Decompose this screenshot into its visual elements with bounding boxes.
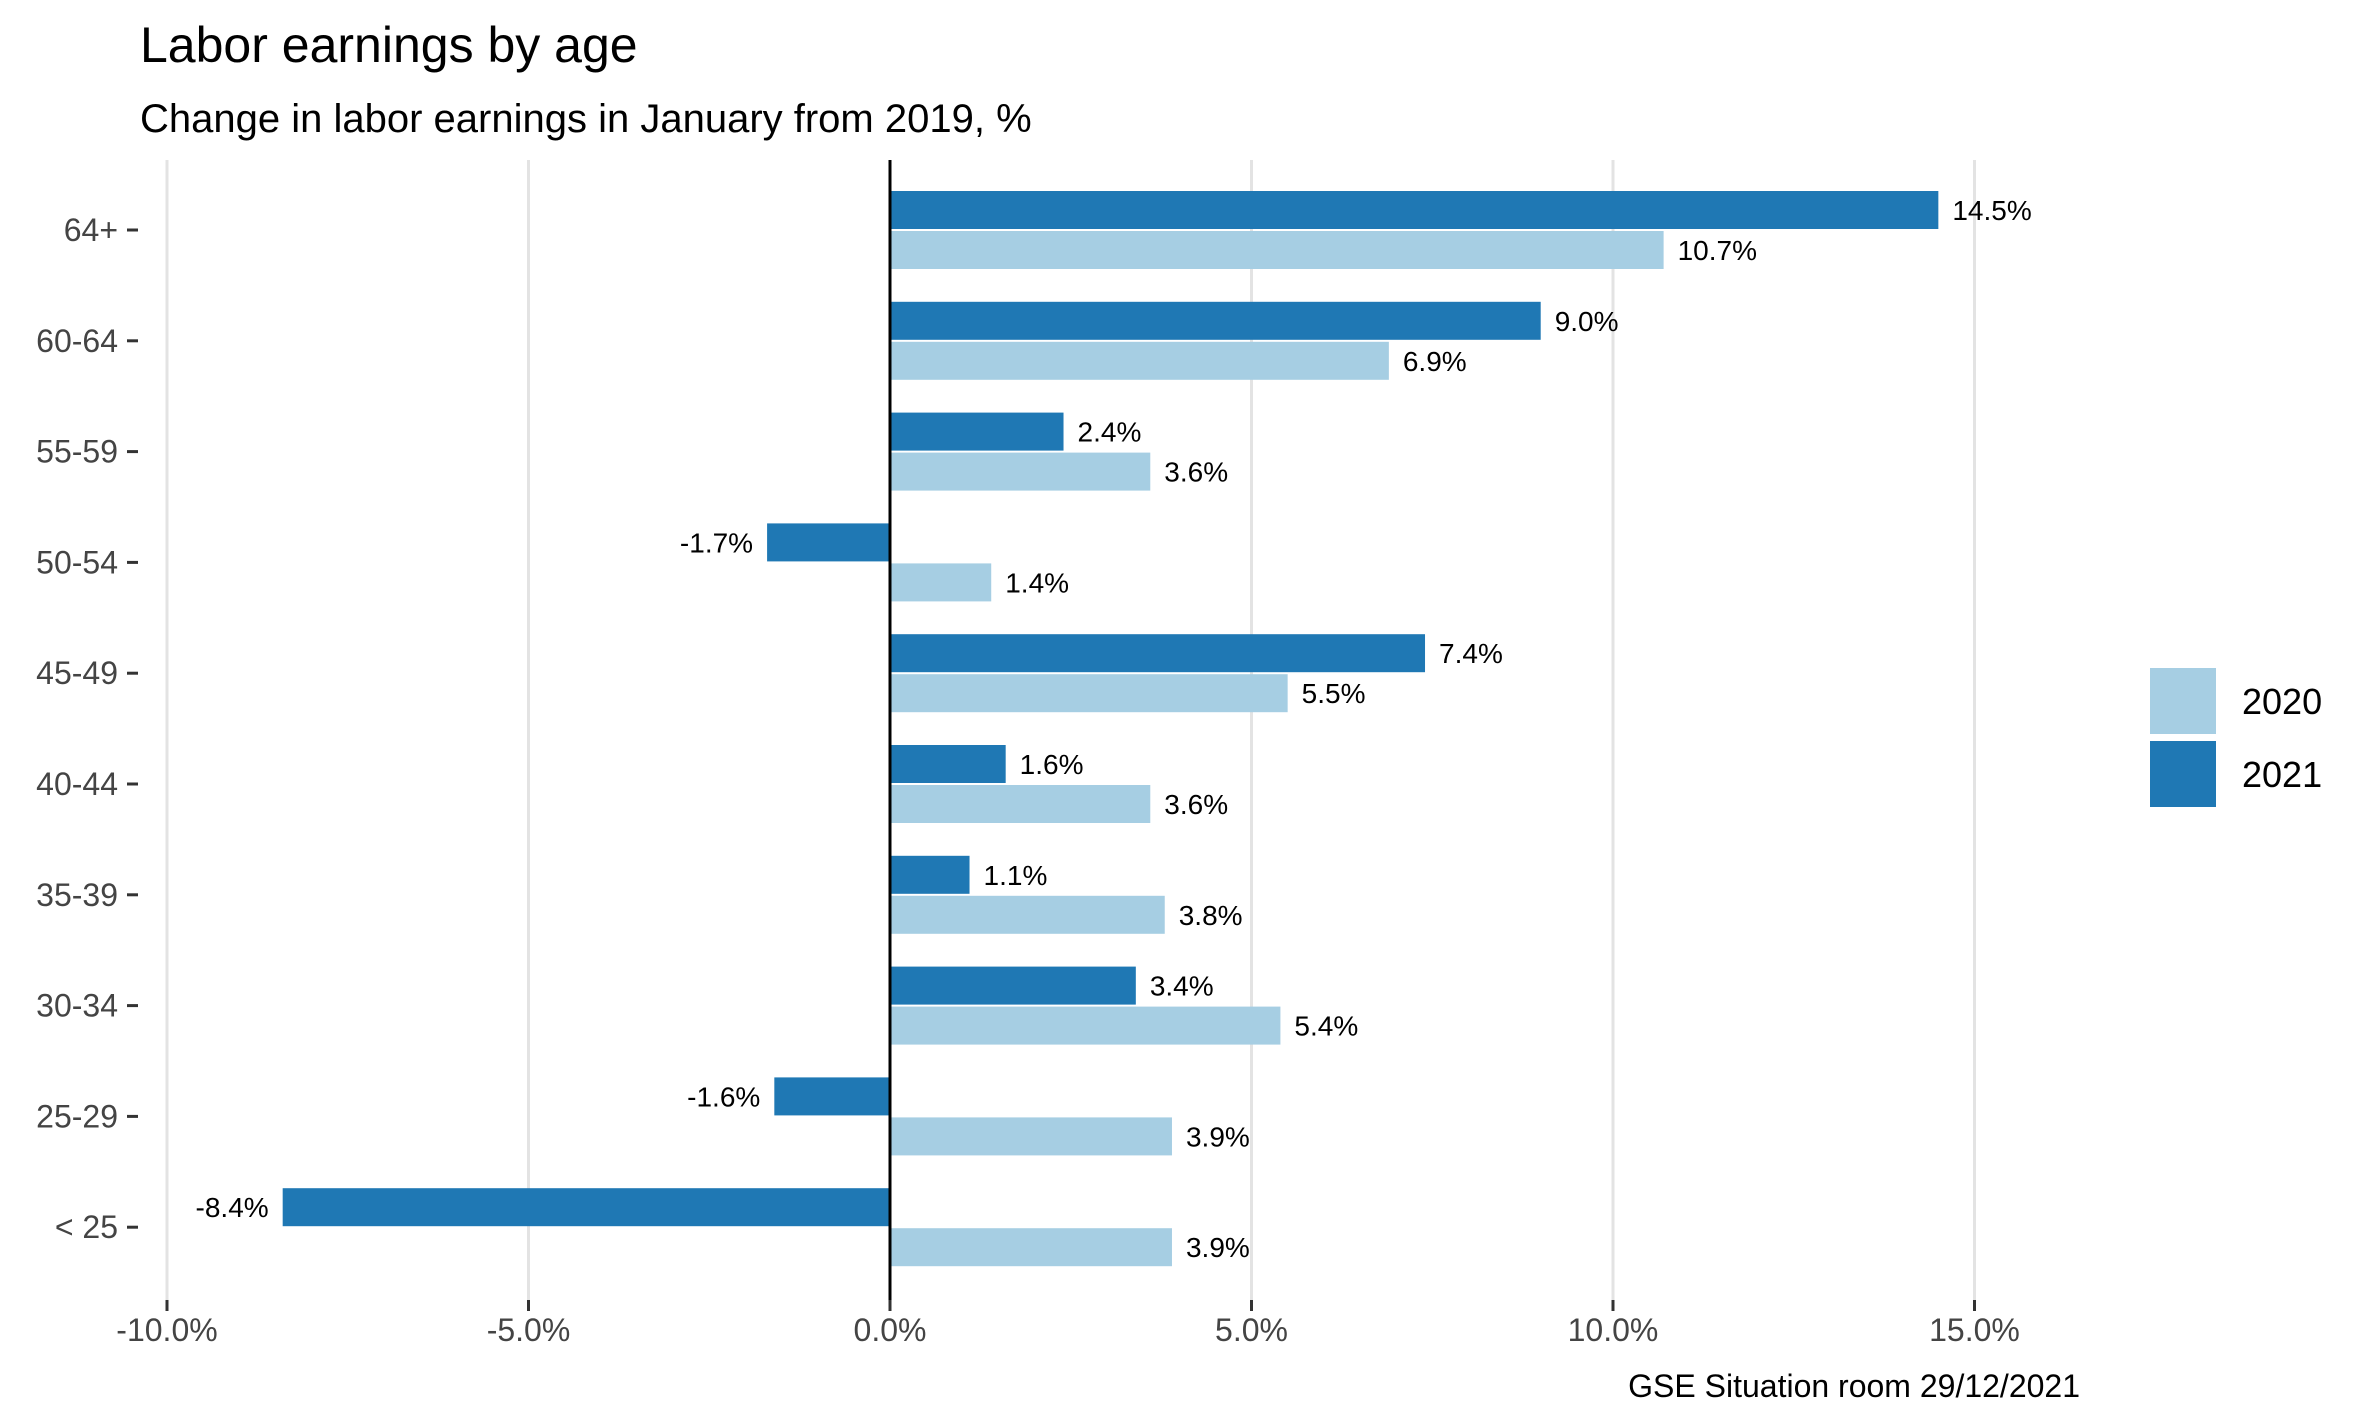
bar-2021-8 bbox=[774, 1077, 890, 1116]
bars bbox=[282, 191, 1939, 1267]
y-tick-label-7: 30-34 bbox=[36, 988, 118, 1024]
bar-2021-9 bbox=[282, 1188, 890, 1227]
bar-2020-7 bbox=[890, 1006, 1281, 1045]
bar-2020-8 bbox=[890, 1117, 1172, 1156]
y-tick-label-9: < 25 bbox=[55, 1209, 118, 1245]
bar-2020-4 bbox=[890, 674, 1288, 713]
legend-swatch-2020 bbox=[2150, 668, 2216, 734]
value-label-2021-6: 1.1% bbox=[984, 860, 1048, 891]
value-label-2020-9: 3.9% bbox=[1186, 1232, 1250, 1263]
value-label-2020-3: 1.4% bbox=[1005, 567, 1069, 598]
bar-2020-0 bbox=[890, 231, 1664, 269]
bar-2021-6 bbox=[890, 855, 970, 894]
x-tick-label-0: -10.0% bbox=[116, 1312, 217, 1348]
chart-caption: GSE Situation room 29/12/2021 bbox=[1628, 1368, 2080, 1404]
value-label-2021-7: 3.4% bbox=[1150, 971, 1214, 1002]
y-tick-label-6: 35-39 bbox=[36, 877, 118, 913]
value-label-2021-9: -8.4% bbox=[196, 1192, 269, 1223]
bar-2021-1 bbox=[890, 301, 1541, 340]
chart-title: Labor earnings by age bbox=[140, 17, 638, 73]
value-label-2020-8: 3.9% bbox=[1186, 1121, 1250, 1152]
x-tick-label-3: 5.0% bbox=[1215, 1312, 1288, 1348]
value-label-2021-0: 14.5% bbox=[1952, 195, 2031, 226]
bar-2020-9 bbox=[890, 1228, 1172, 1267]
bar-2020-2 bbox=[890, 452, 1151, 491]
value-label-2021-3: -1.7% bbox=[680, 527, 753, 558]
bar-2020-5 bbox=[890, 785, 1151, 823]
value-label-2021-4: 7.4% bbox=[1439, 638, 1503, 669]
legend: 2020 2021 bbox=[2150, 668, 2322, 807]
x-tick-label-2: 0.0% bbox=[854, 1312, 927, 1348]
y-tick-label-2: 55-59 bbox=[36, 434, 118, 470]
value-label-2021-5: 1.6% bbox=[1020, 749, 1084, 780]
bar-2020-3 bbox=[890, 563, 992, 602]
bar-2020-1 bbox=[890, 341, 1389, 380]
value-label-2021-8: -1.6% bbox=[687, 1081, 760, 1112]
y-axis: 64+ 60-64 55-59 50-54 45-49 40-44 35-39 30-34 25… bbox=[36, 212, 138, 1245]
bar-2021-5 bbox=[890, 745, 1006, 783]
value-label-2021-2: 2.4% bbox=[1078, 417, 1142, 448]
legend-label-2021: 2021 bbox=[2242, 754, 2322, 795]
value-label-2020-0: 10.7% bbox=[1678, 235, 1757, 266]
bar-2021-2 bbox=[890, 412, 1064, 451]
legend-label-2020: 2020 bbox=[2242, 681, 2322, 722]
value-label-2020-6: 3.8% bbox=[1179, 900, 1243, 931]
x-axis: -10.0% -5.0% 0.0% 5.0% 10.0% 15.0% bbox=[116, 1300, 2020, 1348]
y-tick-label-1: 60-64 bbox=[36, 323, 118, 359]
y-tick-label-4: 45-49 bbox=[36, 655, 118, 691]
legend-swatch-2021 bbox=[2150, 741, 2216, 807]
bar-2021-7 bbox=[890, 966, 1136, 1005]
x-tick-label-4: 10.0% bbox=[1568, 1312, 1659, 1348]
value-label-2020-2: 3.6% bbox=[1164, 457, 1228, 488]
value-labels: 14.5% 10.7% 9.0% 6.9% 2.4% 3.6% -1.7% 1.4% 7.4% 5… bbox=[196, 195, 2032, 1263]
x-tick-label-5: 15.0% bbox=[1929, 1312, 2020, 1348]
value-label-2020-5: 3.6% bbox=[1164, 789, 1228, 820]
value-label-2020-4: 5.5% bbox=[1302, 678, 1366, 709]
value-label-2020-1: 6.9% bbox=[1403, 346, 1467, 377]
chart-subtitle: Change in labor earnings in January from… bbox=[140, 97, 1032, 141]
y-tick-label-5: 40-44 bbox=[36, 766, 118, 802]
bar-2021-0 bbox=[890, 191, 1939, 229]
bar-2020-6 bbox=[890, 895, 1165, 934]
value-label-2020-7: 5.4% bbox=[1294, 1011, 1358, 1042]
value-label-2021-1: 9.0% bbox=[1555, 306, 1619, 337]
bar-2021-4 bbox=[890, 634, 1426, 673]
x-tick-label-1: -5.0% bbox=[487, 1312, 571, 1348]
bar-2021-3 bbox=[767, 523, 890, 562]
y-tick-label-3: 50-54 bbox=[36, 544, 118, 580]
y-tick-label-0: 64+ bbox=[64, 212, 118, 248]
y-tick-label-8: 25-29 bbox=[36, 1098, 118, 1134]
